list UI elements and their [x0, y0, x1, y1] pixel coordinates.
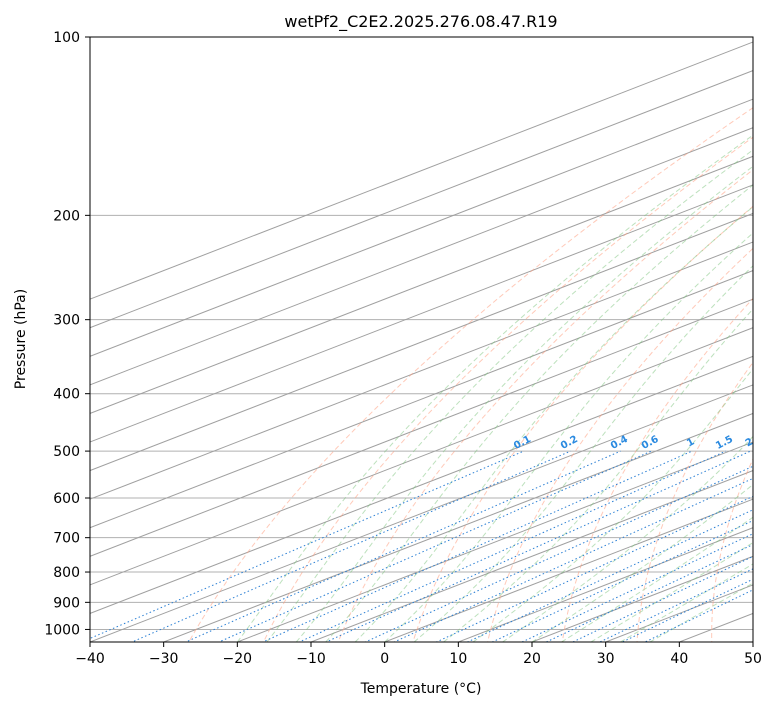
isotherm-line [309, 470, 753, 642]
isotherm-line [90, 155, 753, 414]
mixing-ratio-line [644, 589, 753, 642]
isotherm-line [90, 384, 753, 642]
y-tick-label: 400 [53, 387, 80, 403]
isotherm-line [90, 355, 753, 614]
y-axis-label: Pressure (hPa) [13, 289, 29, 389]
y-tick-label: 800 [53, 565, 80, 581]
x-tick-label: −20 [223, 651, 253, 667]
chart-title: wetPf2_C2E2.2025.276.08.47.R19 [284, 12, 557, 32]
x-tick-label: −10 [296, 651, 326, 667]
isotherm-line [235, 441, 753, 642]
moist-adiabat-line [354, 206, 753, 642]
dry-adiabat-line [337, 169, 753, 642]
y-tick-label: 200 [53, 208, 80, 224]
mixing-ratio-line [571, 555, 753, 642]
mixing-ratio-line [261, 450, 693, 642]
mixing-ratio-line [298, 450, 726, 642]
moist-adiabat-line [236, 134, 753, 642]
moist-adiabat-line [384, 232, 753, 642]
y-tick-label: 900 [53, 595, 80, 611]
mixing-ratio-line [435, 495, 753, 642]
dry-adiabat-line [188, 107, 753, 642]
y-tick-label: 1000 [44, 622, 80, 638]
isotherm-line [90, 270, 753, 529]
mixing-ratio-line [520, 533, 753, 642]
mixing-ratio-label: 2 [744, 436, 755, 449]
dry-adiabat-line [412, 205, 753, 642]
y-axis-ticks: 100 200 300 400 500 600 700 800 900 1000 [44, 30, 90, 638]
isotherm-line [90, 127, 753, 386]
x-tick-label: 0 [380, 651, 389, 667]
moist-adiabat-line [649, 582, 753, 642]
mixing-ratio-line [621, 578, 753, 642]
y-tick-label: 300 [53, 313, 80, 329]
x-tick-label: 20 [523, 651, 541, 667]
isotherm-line [162, 412, 753, 642]
mixing-ratio-line [90, 450, 524, 639]
dry-adiabat-line [636, 361, 753, 642]
isotherm-line [90, 70, 753, 329]
moist-adiabat-line [295, 165, 753, 642]
isotherm-line [90, 98, 753, 357]
x-tick-label: −40 [75, 651, 105, 667]
x-axis-ticks: −40 −30 −20 −10 0 10 20 30 40 50 [75, 642, 762, 667]
mixing-ratio-line [598, 568, 753, 642]
isotherm-line [90, 241, 753, 500]
x-tick-label: 30 [597, 651, 615, 667]
dry-adiabat-line [262, 136, 753, 642]
dry-adiabat-line [711, 457, 753, 642]
y-tick-label: 500 [53, 444, 80, 460]
mixing-ratio-line [545, 543, 753, 642]
isotherm-line [90, 41, 753, 300]
moist-adiabat-line [266, 149, 753, 642]
moist-adiabat-line [531, 483, 753, 642]
moist-adiabat-line [502, 435, 753, 642]
y-tick-label: 600 [53, 491, 80, 507]
mixing-ratio-line [184, 450, 621, 642]
plot-frame [89, 36, 754, 643]
isotherm-line [90, 327, 753, 586]
x-tick-label: 10 [449, 651, 467, 667]
moist-adiabat-line [620, 563, 753, 642]
dry-adiabat-line [487, 247, 753, 642]
mixing-ratio-label: 1 [685, 436, 696, 449]
mixing-ratio-line [130, 450, 571, 642]
x-tick-label: 40 [670, 651, 688, 667]
x-tick-label: −30 [149, 651, 179, 667]
mixing-ratio-labels: 0.10.20.40.611.52346810131620253036 [512, 434, 755, 452]
isobar-grid [90, 37, 753, 630]
mixing-ratio-line [217, 450, 652, 642]
moist-adiabats [236, 134, 753, 642]
mixing-ratio-line [392, 477, 753, 642]
isotherm-line [383, 498, 753, 642]
x-tick-label: 50 [744, 651, 762, 667]
isotherm-line [90, 212, 753, 472]
isotherm-line [90, 298, 753, 557]
isotherm-grid [90, 41, 753, 642]
isotherm-line [90, 184, 753, 443]
y-tick-label: 700 [53, 531, 80, 547]
mixing-ratio-line [364, 465, 753, 642]
dry-adiabats [188, 107, 753, 642]
x-axis-label: Temperature (°C) [360, 681, 482, 697]
isotherm-line [456, 527, 753, 642]
plot-area: -100-90-80-70-60-50-40-30-20-10010203040… [90, 37, 755, 642]
moist-adiabat-line [443, 308, 753, 642]
dry-adiabat-line [561, 297, 753, 642]
y-tick-label: 100 [53, 30, 80, 46]
mixing-ratio-lines [90, 450, 753, 642]
